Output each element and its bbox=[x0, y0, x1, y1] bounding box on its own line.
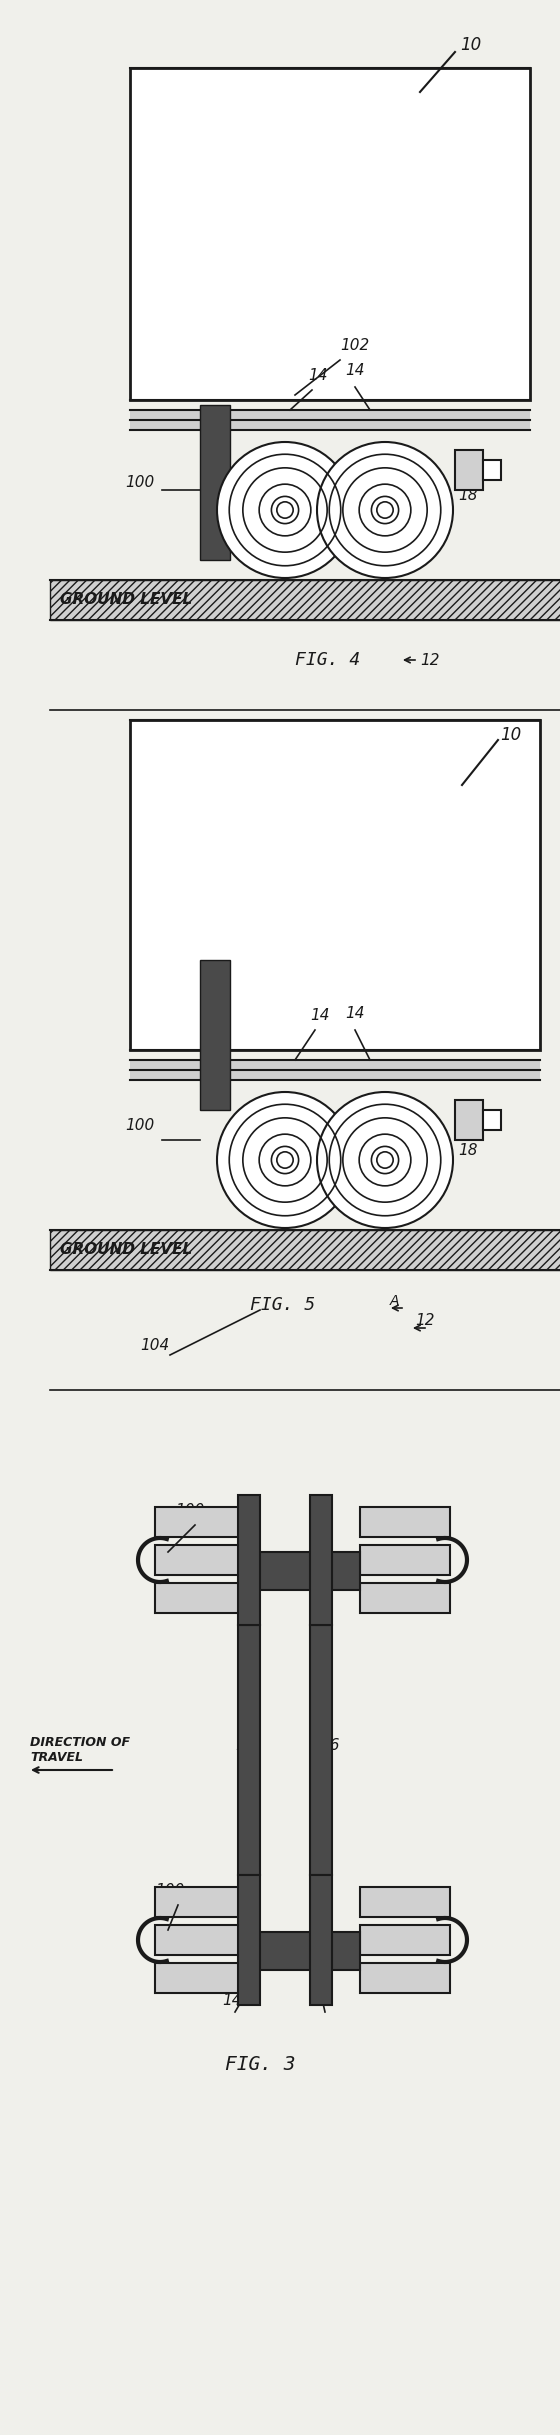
Bar bbox=[130, 1059, 540, 1081]
Bar bbox=[360, 1507, 450, 1536]
Text: 100: 100 bbox=[125, 1118, 154, 1132]
Text: 12: 12 bbox=[420, 653, 440, 667]
Circle shape bbox=[277, 502, 293, 519]
Bar bbox=[360, 1544, 450, 1575]
Text: 16: 16 bbox=[235, 1739, 254, 1753]
Bar bbox=[130, 409, 530, 431]
Text: 14: 14 bbox=[345, 1006, 365, 1020]
Bar bbox=[483, 460, 501, 480]
Circle shape bbox=[217, 443, 353, 577]
Bar bbox=[130, 68, 530, 399]
Bar bbox=[155, 1963, 245, 1992]
Bar bbox=[238, 1624, 260, 1875]
Text: DIRECTION OF
TRAVEL: DIRECTION OF TRAVEL bbox=[30, 1736, 130, 1763]
Text: GROUND LEVEL: GROUND LEVEL bbox=[60, 1242, 192, 1256]
Bar bbox=[155, 1887, 245, 1916]
Text: 14: 14 bbox=[308, 368, 328, 382]
Bar bbox=[310, 1624, 332, 1875]
Bar bbox=[245, 1551, 360, 1590]
Bar bbox=[155, 1507, 245, 1536]
Bar bbox=[360, 1963, 450, 1992]
Text: 100: 100 bbox=[155, 1882, 184, 1897]
Text: 14: 14 bbox=[222, 1992, 241, 2009]
Bar bbox=[483, 1110, 501, 1130]
Text: FIG. 4: FIG. 4 bbox=[295, 650, 360, 670]
Text: 12: 12 bbox=[415, 1312, 435, 1327]
Bar bbox=[310, 1495, 332, 1624]
Text: 18: 18 bbox=[458, 487, 478, 504]
Bar bbox=[155, 1926, 245, 1955]
Text: 102: 102 bbox=[340, 338, 369, 353]
Text: 16: 16 bbox=[320, 1739, 339, 1753]
Bar bbox=[200, 404, 230, 560]
Circle shape bbox=[277, 1152, 293, 1169]
Text: FIG. 3: FIG. 3 bbox=[225, 2055, 295, 2075]
Bar bbox=[200, 959, 230, 1110]
Text: 104: 104 bbox=[140, 1337, 169, 1354]
Circle shape bbox=[317, 443, 453, 577]
Bar bbox=[155, 1583, 245, 1612]
Text: 14: 14 bbox=[345, 363, 365, 377]
Bar bbox=[238, 1875, 260, 2004]
Text: A: A bbox=[390, 1293, 399, 1308]
Bar bbox=[245, 1931, 360, 1970]
Text: 100: 100 bbox=[175, 1502, 204, 1517]
Bar bbox=[238, 1495, 260, 1624]
Text: 14: 14 bbox=[308, 1992, 328, 2009]
Text: GROUND LEVEL: GROUND LEVEL bbox=[60, 592, 192, 606]
Text: 10: 10 bbox=[460, 37, 481, 54]
Bar bbox=[455, 1101, 483, 1140]
Bar bbox=[455, 450, 483, 489]
Bar bbox=[310, 1875, 332, 2004]
Circle shape bbox=[317, 1091, 453, 1227]
Text: 18: 18 bbox=[458, 1142, 478, 1159]
Circle shape bbox=[377, 502, 393, 519]
Bar bbox=[360, 1583, 450, 1612]
Text: 100: 100 bbox=[125, 475, 154, 489]
Circle shape bbox=[217, 1091, 353, 1227]
Text: 14: 14 bbox=[310, 1008, 329, 1023]
Circle shape bbox=[377, 1152, 393, 1169]
Bar bbox=[130, 721, 540, 1049]
Bar bbox=[50, 1230, 560, 1271]
Text: FIG. 5: FIG. 5 bbox=[250, 1295, 315, 1315]
Bar bbox=[50, 580, 560, 621]
Bar bbox=[360, 1887, 450, 1916]
Text: 10: 10 bbox=[500, 726, 521, 745]
Bar bbox=[360, 1926, 450, 1955]
Bar bbox=[155, 1544, 245, 1575]
